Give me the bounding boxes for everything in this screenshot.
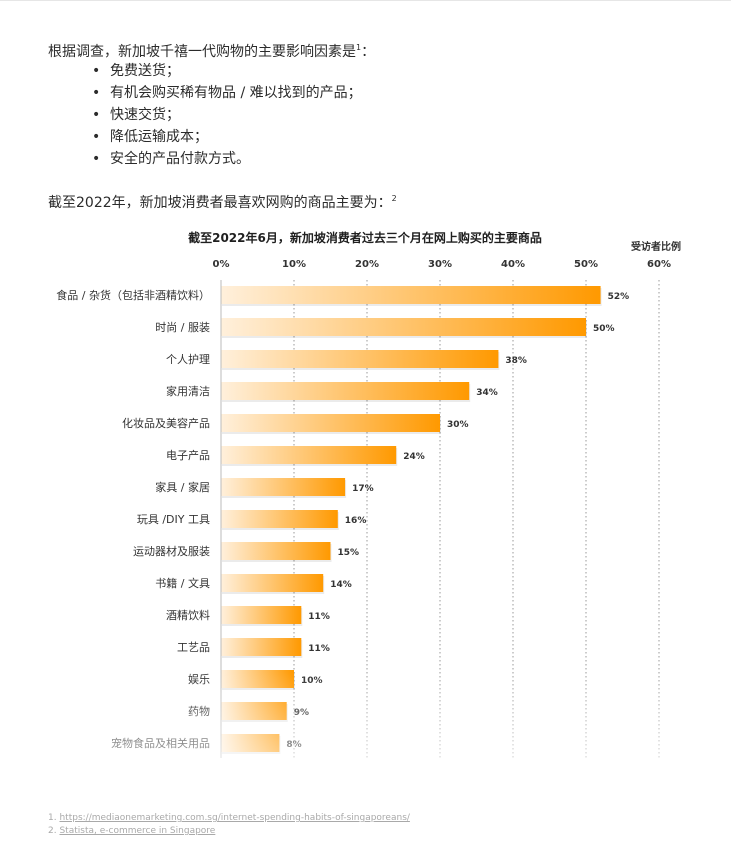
x-tick-label: 0% xyxy=(213,259,230,270)
footnote-2-link[interactable]: Statista, e-commerce in Singapore xyxy=(59,826,216,836)
top-rule xyxy=(0,0,731,1)
footnotes: 1. https://mediaonemarketing.com.sg/inte… xyxy=(48,812,410,838)
bar xyxy=(221,542,331,560)
factor-item: 快速交货； xyxy=(92,104,362,126)
bar xyxy=(221,414,440,432)
category-label: 工艺品 xyxy=(177,641,210,654)
lead-footnote-ref: 2 xyxy=(391,194,397,203)
lead-text: 截至2022年，新加坡消费者最喜欢网购的商品主要为： xyxy=(48,195,392,211)
factor-item: 降低运输成本； xyxy=(92,126,362,148)
value-label: 15% xyxy=(338,548,360,558)
x-tick-label: 50% xyxy=(574,259,598,270)
category-label: 食品 / 杂货（包括非酒精饮料） xyxy=(56,288,210,302)
bar xyxy=(221,606,302,624)
bar xyxy=(221,446,397,464)
value-label: 38% xyxy=(505,356,527,366)
intro-text: 根据调查，新加坡千禧一代购物的主要影响因素是 xyxy=(48,44,356,60)
x-tick-label: 30% xyxy=(428,259,452,270)
value-label: 52% xyxy=(608,292,630,302)
value-label: 24% xyxy=(403,452,425,462)
category-label: 运动器材及服装 xyxy=(133,544,210,558)
factor-item: 免费送货； xyxy=(92,60,362,82)
chart-lead-paragraph: 截至2022年，新加坡消费者最喜欢网购的商品主要为：2 xyxy=(48,189,397,213)
bar xyxy=(221,510,338,528)
value-label: 30% xyxy=(447,420,469,430)
value-label: 14% xyxy=(330,580,352,590)
x-axis-label: 受访者比例 xyxy=(631,240,681,253)
category-label: 书籍 / 文具 xyxy=(155,576,210,590)
category-label: 酒精饮料 xyxy=(166,608,210,622)
factor-item: 安全的产品付款方式。 xyxy=(92,148,362,170)
value-label: 16% xyxy=(345,516,367,526)
value-label: 34% xyxy=(476,388,498,398)
x-tick-label: 20% xyxy=(355,259,379,270)
bar xyxy=(221,318,586,336)
intro-paragraph: 根据调查，新加坡千禧一代购物的主要影响因素是1： xyxy=(48,38,375,62)
footnote-1: 1. https://mediaonemarketing.com.sg/inte… xyxy=(48,813,410,823)
bar xyxy=(221,638,302,656)
category-label: 时尚 / 服装 xyxy=(155,320,210,334)
footnote-2: 2. Statista, e-commerce in Singapore xyxy=(48,826,216,836)
intro-colon: ： xyxy=(361,44,376,60)
intro-footnote-ref: 1 xyxy=(356,43,362,52)
bars xyxy=(221,286,602,754)
factor-list: 免费送货； 有机会购买稀有物品 / 难以找到的产品； 快速交货； 降低运输成本；… xyxy=(92,60,362,170)
footnote-1-link[interactable]: https://mediaonemarketing.com.sg/interne… xyxy=(59,813,410,823)
category-label: 化妆品及美容产品 xyxy=(122,416,210,430)
bar xyxy=(221,574,324,592)
value-label: 11% xyxy=(308,644,330,654)
category-label: 家具 / 家居 xyxy=(155,480,210,494)
category-label: 家用清洁 xyxy=(166,384,210,398)
bar xyxy=(221,286,601,304)
bottom-fade xyxy=(0,672,731,767)
factor-item: 有机会购买稀有物品 / 难以找到的产品； xyxy=(92,82,362,104)
value-label: 17% xyxy=(352,484,374,494)
bar xyxy=(221,478,346,496)
bar xyxy=(221,382,470,400)
category-label: 个人护理 xyxy=(166,352,210,366)
category-label: 玩具 /DIY 工具 xyxy=(137,513,210,526)
value-label: 11% xyxy=(308,612,330,622)
x-tick-labels: 0% 10% 20% 30% 40% 50% 60% xyxy=(213,259,671,270)
x-tick-label: 40% xyxy=(501,259,525,270)
x-tick-label: 10% xyxy=(282,259,306,270)
chart-title: 截至2022年6月，新加坡消费者过去三个月在网上购买的主要商品 xyxy=(188,230,542,245)
bar-chart: 截至2022年6月，新加坡消费者过去三个月在网上购买的主要商品 受访者比例 0%… xyxy=(0,230,731,767)
category-label: 电子产品 xyxy=(166,448,210,462)
bar xyxy=(221,350,499,368)
value-label: 50% xyxy=(593,324,615,334)
x-tick-label: 60% xyxy=(647,259,671,270)
